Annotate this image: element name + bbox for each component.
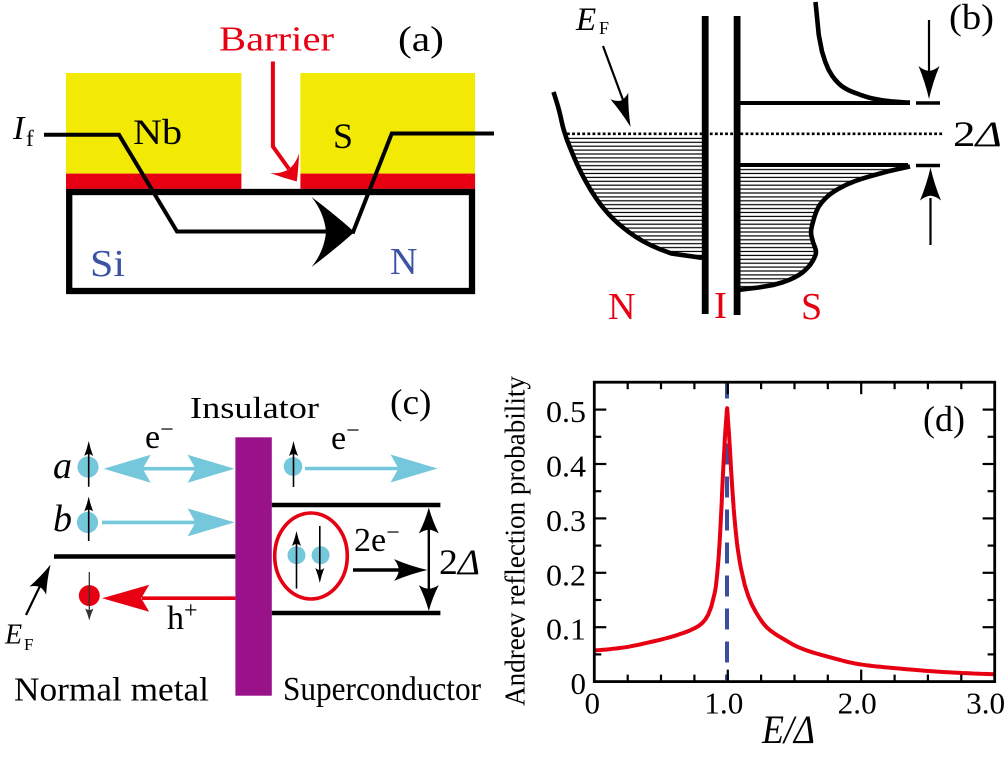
svg-text:0.2: 0.2 [546, 557, 586, 592]
svg-text:0.3: 0.3 [546, 503, 586, 538]
svg-text:E: E [4, 620, 22, 651]
svg-text:1.0: 1.0 [704, 686, 743, 721]
svg-text:I: I [12, 110, 26, 147]
svg-text:(c): (c) [390, 382, 432, 422]
svg-text:Barrier: Barrier [219, 20, 334, 59]
svg-text:F: F [24, 635, 33, 654]
svg-text:S: S [333, 116, 353, 156]
svg-text:(a): (a) [398, 19, 444, 59]
svg-text:3.0: 3.0 [966, 686, 1005, 721]
svg-text:E/Δ: E/Δ [761, 707, 815, 752]
svg-text:Superconductor: Superconductor [283, 671, 482, 708]
svg-text:F: F [599, 18, 609, 38]
svg-text:N: N [608, 286, 635, 328]
svg-text:0: 0 [571, 666, 587, 701]
svg-text:Nb: Nb [133, 112, 182, 152]
svg-text:Normal metal: Normal metal [14, 672, 209, 709]
svg-text:E: E [575, 2, 596, 38]
svg-text:2Δ: 2Δ [439, 542, 480, 582]
svg-text:2Δ: 2Δ [953, 114, 1002, 154]
svg-text:N: N [390, 241, 417, 283]
svg-text:Si: Si [90, 243, 125, 285]
svg-text:(b): (b) [949, 0, 994, 37]
svg-text:2.0: 2.0 [838, 686, 877, 721]
svg-text:0.5: 0.5 [546, 394, 586, 429]
svg-text:0.1: 0.1 [546, 612, 586, 647]
svg-text:I: I [714, 285, 727, 327]
svg-text:b: b [53, 498, 72, 540]
svg-text:0: 0 [585, 686, 601, 721]
svg-text:0.4: 0.4 [546, 449, 587, 484]
svg-text:Andreev reflection probability: Andreev reflection probability [501, 376, 532, 706]
svg-text:f: f [26, 126, 34, 151]
svg-text:(d): (d) [923, 399, 965, 439]
svg-text:Insulator: Insulator [190, 390, 320, 425]
svg-text:a: a [53, 445, 72, 487]
svg-text:S: S [801, 286, 822, 328]
